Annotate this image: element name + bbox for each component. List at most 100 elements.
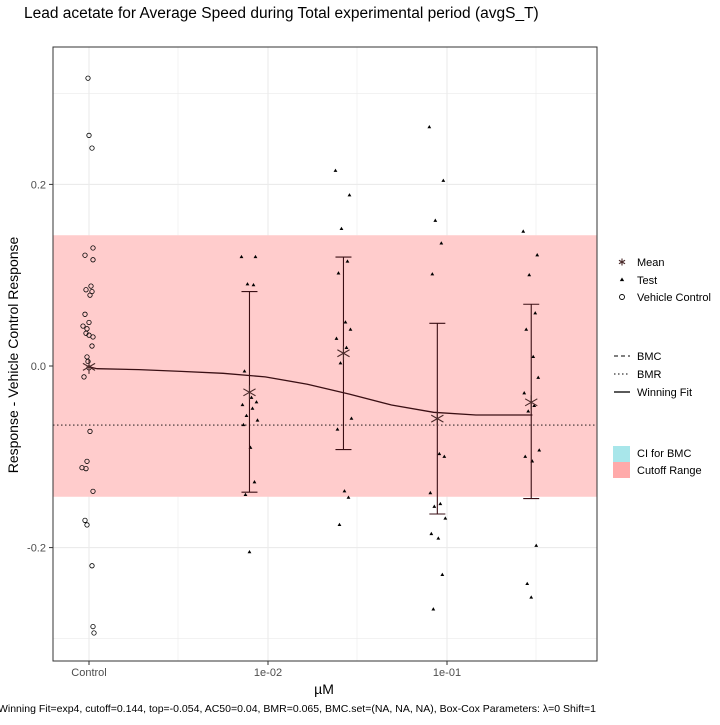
mean-asterisk-stroke: [82, 362, 96, 371]
test-point: [335, 427, 340, 431]
vehicle-control-point: [85, 358, 91, 365]
mean-asterisk-stroke: [618, 259, 626, 265]
vehicle-control-point: [90, 488, 96, 494]
mean-asterisk-stroke: [524, 398, 538, 407]
test-point: [535, 253, 540, 257]
test-point: [344, 345, 349, 349]
test-point: [443, 516, 448, 520]
test-point: [347, 193, 352, 197]
test-point: [336, 271, 341, 275]
legend-label: Vehicle Control: [637, 292, 711, 304]
x-tick-label: 1e-02: [254, 667, 282, 679]
vehicle-control-point: [84, 458, 90, 464]
vehicle-control-point: [87, 292, 93, 298]
test-point: [537, 448, 542, 452]
vehicle-control-point: [87, 428, 93, 434]
test-point: [427, 124, 432, 129]
mean-markers: [82, 346, 538, 426]
test-point: [334, 336, 339, 340]
vehicle-control-point: [83, 466, 89, 472]
test-point: [239, 254, 244, 259]
vehicle-control-point: [82, 311, 88, 317]
chart-caption: Winning Fit=exp4, cutoff=0.144, top=-0.0…: [0, 703, 596, 715]
winning-fit-line: [88, 366, 533, 416]
vehicle-control-point: [85, 75, 91, 81]
test-point: [439, 241, 444, 245]
vehicle-control-point: [86, 319, 92, 326]
test-point: [441, 178, 446, 182]
legend-label: BMR: [637, 369, 662, 381]
legend-label: Test: [637, 275, 657, 287]
test-point: [431, 607, 436, 611]
test-point: [249, 395, 254, 399]
test-point: [536, 375, 541, 379]
test-point: [241, 422, 246, 427]
test-point: [342, 489, 347, 493]
vehicle-control-point: [88, 283, 94, 289]
y-tick-label: 0.0: [31, 361, 46, 373]
mean-point: [430, 411, 444, 426]
test-point: [345, 259, 350, 263]
winning-fit-curve: [88, 366, 533, 416]
test-point: [532, 403, 537, 408]
test-point: [533, 311, 538, 315]
vehicle-control-point: [90, 334, 96, 340]
mean-point: [524, 395, 538, 410]
test-point: [428, 490, 433, 495]
legend-label: Winning Fit: [637, 387, 692, 399]
test-point: [346, 495, 351, 499]
test-point: [245, 282, 250, 286]
test-point: [524, 327, 529, 331]
vehicle-control-point: [82, 252, 88, 258]
chart-title: Lead acetate for Average Speed during To…: [24, 5, 539, 22]
mean-asterisk-stroke: [337, 349, 350, 358]
test-point: [255, 418, 260, 422]
vehicle-control-point: [90, 623, 96, 630]
legend-label: Mean: [637, 257, 665, 269]
x-tick-label: 1e-01: [433, 667, 461, 679]
vehicle-control-point: [86, 132, 92, 138]
test-point: [247, 549, 252, 554]
y-axis-label: Response - Vehicle Control Response: [5, 236, 21, 473]
test-point: [252, 480, 257, 484]
test-point: [244, 413, 249, 418]
vehicle-control-point: [89, 145, 95, 151]
test-point: [529, 595, 534, 599]
test-point: [254, 400, 259, 404]
test-point: [436, 536, 441, 540]
legend-label: Cutoff Range: [637, 465, 702, 477]
legend-label: CI for BMC: [637, 448, 691, 460]
vehicle-control-point: [90, 257, 96, 263]
vehicle-control-point: [89, 563, 95, 569]
test-point: [253, 254, 258, 259]
test-point: [522, 391, 527, 395]
test-point: [438, 501, 443, 506]
test-point: [433, 218, 438, 222]
test-point: [442, 454, 447, 458]
vehicle-control-point: [90, 245, 96, 251]
legend-ci-bmc-key: [613, 446, 630, 462]
cutoff-range-rect: [53, 235, 597, 497]
y-tick-label: 0.2: [31, 179, 46, 191]
test-point: [440, 572, 445, 576]
legend-vehicle-control-key: [619, 294, 625, 300]
test-point: [526, 409, 531, 413]
legend-mean-key: [618, 258, 626, 266]
legend: Mean Test Vehicle Control BMC BMR Winning Fit…: [613, 257, 711, 478]
test-point: [432, 504, 437, 508]
test-point: [430, 272, 435, 276]
mean-point: [337, 346, 350, 361]
test-point: [523, 454, 528, 458]
x-tick-label: Control: [71, 667, 106, 679]
mean-point: [243, 385, 256, 400]
vehicle-control-point: [84, 522, 90, 528]
test-point: [349, 416, 354, 420]
test-point: [333, 168, 338, 172]
legend-test-key: [619, 277, 625, 282]
test-point: [527, 273, 532, 277]
vehicle-control-point: [83, 287, 89, 293]
legend-cutoff-range-key: [613, 462, 630, 478]
test-point: [240, 402, 245, 407]
